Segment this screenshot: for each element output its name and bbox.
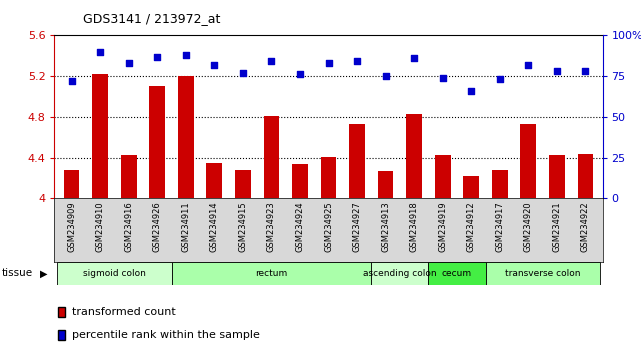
Bar	[578, 154, 594, 198]
Bar	[406, 114, 422, 198]
Bar	[320, 156, 337, 198]
Point	[381, 73, 391, 79]
Bar	[520, 124, 536, 198]
Bar	[178, 76, 194, 198]
Point	[523, 62, 533, 68]
Bar	[263, 116, 279, 198]
Point	[552, 68, 562, 74]
Point	[580, 68, 590, 74]
Point	[124, 60, 134, 66]
Text: sigmoid colon: sigmoid colon	[83, 269, 146, 278]
Text: tissue: tissue	[2, 268, 33, 278]
Bar	[235, 170, 251, 198]
Bar	[435, 155, 451, 198]
Text: GSM234923: GSM234923	[267, 201, 276, 252]
Bar	[492, 170, 508, 198]
Text: GSM234919: GSM234919	[438, 201, 447, 252]
Text: GSM234916: GSM234916	[124, 201, 133, 252]
Text: GSM234922: GSM234922	[581, 201, 590, 252]
Bar	[92, 74, 108, 198]
Bar	[485, 262, 600, 285]
Text: ascending colon: ascending colon	[363, 269, 437, 278]
Bar	[149, 86, 165, 198]
Point	[266, 59, 276, 64]
Text: GSM234910: GSM234910	[96, 201, 104, 252]
Text: GSM234918: GSM234918	[410, 201, 419, 252]
Text: GDS3141 / 213972_at: GDS3141 / 213972_at	[83, 12, 221, 25]
Bar	[57, 262, 172, 285]
Text: transformed count: transformed count	[72, 307, 176, 317]
Point	[67, 78, 77, 84]
Point	[409, 55, 419, 61]
Text: GSM234927: GSM234927	[353, 201, 362, 252]
Point	[152, 54, 162, 59]
Point	[466, 88, 476, 93]
Point	[295, 72, 305, 77]
Text: GSM234920: GSM234920	[524, 201, 533, 252]
Point	[352, 59, 362, 64]
Bar	[121, 155, 137, 198]
Point	[181, 52, 191, 58]
Text: GSM234921: GSM234921	[553, 201, 562, 252]
Bar	[349, 124, 365, 198]
Bar	[371, 262, 428, 285]
Text: transverse colon: transverse colon	[505, 269, 580, 278]
Text: GSM234912: GSM234912	[467, 201, 476, 252]
Text: GSM234915: GSM234915	[238, 201, 247, 252]
Point	[95, 49, 105, 55]
Bar	[463, 176, 479, 198]
Text: GSM234913: GSM234913	[381, 201, 390, 252]
Bar	[63, 170, 79, 198]
Text: GSM234914: GSM234914	[210, 201, 219, 252]
Point	[438, 75, 448, 81]
Bar	[378, 171, 394, 198]
Bar	[206, 162, 222, 198]
Bar	[549, 155, 565, 198]
Point	[209, 62, 219, 68]
Text: GSM234926: GSM234926	[153, 201, 162, 252]
Text: percentile rank within the sample: percentile rank within the sample	[72, 330, 260, 340]
Text: GSM234924: GSM234924	[296, 201, 304, 252]
Point	[323, 60, 333, 66]
Text: cecum: cecum	[442, 269, 472, 278]
Bar	[292, 164, 308, 198]
Point	[495, 76, 505, 82]
Bar	[172, 262, 371, 285]
Text: GSM234917: GSM234917	[495, 201, 504, 252]
Bar	[428, 262, 485, 285]
Point	[238, 70, 248, 76]
Text: ▶: ▶	[40, 268, 48, 278]
Text: GSM234925: GSM234925	[324, 201, 333, 252]
Text: GSM234911: GSM234911	[181, 201, 190, 252]
Text: rectum: rectum	[255, 269, 288, 278]
Text: GSM234909: GSM234909	[67, 201, 76, 252]
